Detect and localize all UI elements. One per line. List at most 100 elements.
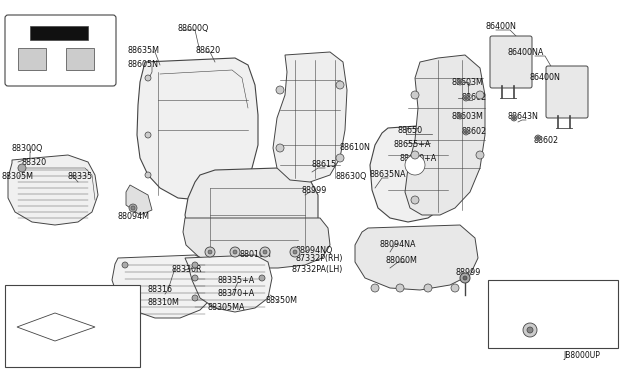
Text: 88320: 88320: [22, 158, 47, 167]
Text: 88310M: 88310M: [147, 298, 179, 307]
Bar: [30, 26, 88, 40]
Polygon shape: [137, 58, 258, 200]
Circle shape: [192, 262, 198, 268]
Circle shape: [424, 284, 432, 292]
Text: 88094NA: 88094NA: [380, 240, 417, 249]
Text: 88650: 88650: [398, 126, 423, 135]
Circle shape: [523, 323, 537, 337]
FancyBboxPatch shape: [490, 36, 532, 88]
Polygon shape: [405, 55, 485, 215]
Circle shape: [511, 115, 517, 121]
Circle shape: [411, 196, 419, 204]
Text: 20: 20: [11, 305, 19, 311]
Text: 76919U (RH): 76919U (RH): [11, 347, 54, 353]
Text: 88600Q: 88600Q: [178, 24, 209, 33]
Circle shape: [451, 284, 459, 292]
Circle shape: [465, 96, 467, 99]
Text: 87332PA(LH): 87332PA(LH): [292, 265, 344, 274]
Polygon shape: [185, 168, 318, 255]
Text: 88300Q: 88300Q: [12, 144, 44, 153]
Polygon shape: [126, 185, 152, 215]
Text: 87332P(RH): 87332P(RH): [295, 254, 342, 263]
Circle shape: [192, 295, 198, 301]
Circle shape: [371, 284, 379, 292]
Text: 88999: 88999: [302, 186, 328, 195]
Text: 88060M: 88060M: [385, 256, 417, 265]
Circle shape: [290, 247, 300, 257]
Bar: [488, 280, 618, 348]
Text: 86400N: 86400N: [530, 73, 561, 82]
Circle shape: [129, 204, 137, 212]
Polygon shape: [185, 255, 272, 312]
Text: 88635M: 88635M: [128, 46, 160, 55]
Circle shape: [411, 151, 419, 159]
Circle shape: [205, 247, 215, 257]
Circle shape: [259, 275, 265, 281]
Circle shape: [458, 80, 461, 83]
Bar: [66, 48, 94, 70]
Text: 88305MA: 88305MA: [208, 303, 246, 312]
Circle shape: [457, 79, 463, 85]
Circle shape: [460, 273, 470, 283]
Polygon shape: [8, 155, 98, 225]
Circle shape: [145, 132, 151, 138]
Text: 86400NA: 86400NA: [508, 48, 545, 57]
Text: 88603M: 88603M: [452, 78, 484, 87]
Circle shape: [260, 247, 270, 257]
FancyBboxPatch shape: [5, 15, 116, 86]
Circle shape: [411, 91, 419, 99]
Circle shape: [230, 247, 240, 257]
Circle shape: [233, 250, 237, 254]
Text: 88643N: 88643N: [508, 112, 539, 121]
Text: 88370+A: 88370+A: [218, 289, 255, 298]
Text: 88316: 88316: [147, 285, 172, 294]
Circle shape: [293, 250, 297, 254]
Text: 88094M: 88094M: [118, 212, 150, 221]
Circle shape: [476, 91, 484, 99]
Text: JB8000UP: JB8000UP: [563, 351, 600, 360]
Text: 88335+A: 88335+A: [218, 276, 255, 285]
Circle shape: [458, 115, 461, 118]
Circle shape: [276, 144, 284, 152]
Text: 40: 40: [65, 305, 74, 311]
Text: MAGIC FASTENER: MAGIC FASTENER: [9, 291, 72, 297]
Text: 88602: 88602: [533, 136, 558, 145]
Circle shape: [405, 155, 425, 175]
Text: 76884V: 76884V: [502, 302, 530, 308]
Text: 88635NA: 88635NA: [370, 170, 406, 179]
Polygon shape: [355, 225, 478, 290]
Circle shape: [18, 164, 26, 172]
Text: INSUL-PLR: INSUL-PLR: [496, 286, 536, 295]
FancyBboxPatch shape: [546, 66, 588, 118]
Circle shape: [122, 262, 128, 268]
Circle shape: [192, 275, 198, 281]
Text: 88615: 88615: [312, 160, 337, 169]
Circle shape: [457, 113, 463, 119]
Polygon shape: [183, 218, 330, 268]
Circle shape: [527, 327, 533, 333]
Text: 88655+A: 88655+A: [394, 140, 431, 149]
Text: 88602: 88602: [462, 127, 487, 136]
Text: 88610N: 88610N: [340, 143, 371, 152]
Text: 88630Q: 88630Q: [336, 172, 367, 181]
Text: 88305M: 88305M: [2, 172, 34, 181]
Circle shape: [535, 135, 541, 141]
Circle shape: [476, 151, 484, 159]
Text: 76919UA(LH): 76919UA(LH): [11, 357, 55, 363]
Circle shape: [463, 129, 469, 135]
Text: 88602: 88602: [462, 93, 487, 102]
Polygon shape: [273, 52, 347, 182]
Polygon shape: [370, 125, 452, 222]
Circle shape: [336, 154, 344, 162]
Circle shape: [513, 116, 515, 119]
Circle shape: [145, 75, 151, 81]
Circle shape: [145, 172, 151, 178]
Circle shape: [463, 276, 467, 280]
Text: 88670+A: 88670+A: [400, 154, 437, 163]
Bar: [18, 48, 46, 70]
Text: 88350M: 88350M: [266, 296, 298, 305]
Text: 88010M: 88010M: [240, 250, 272, 259]
Bar: [5, 285, 140, 367]
Polygon shape: [112, 255, 215, 318]
Circle shape: [276, 86, 284, 94]
